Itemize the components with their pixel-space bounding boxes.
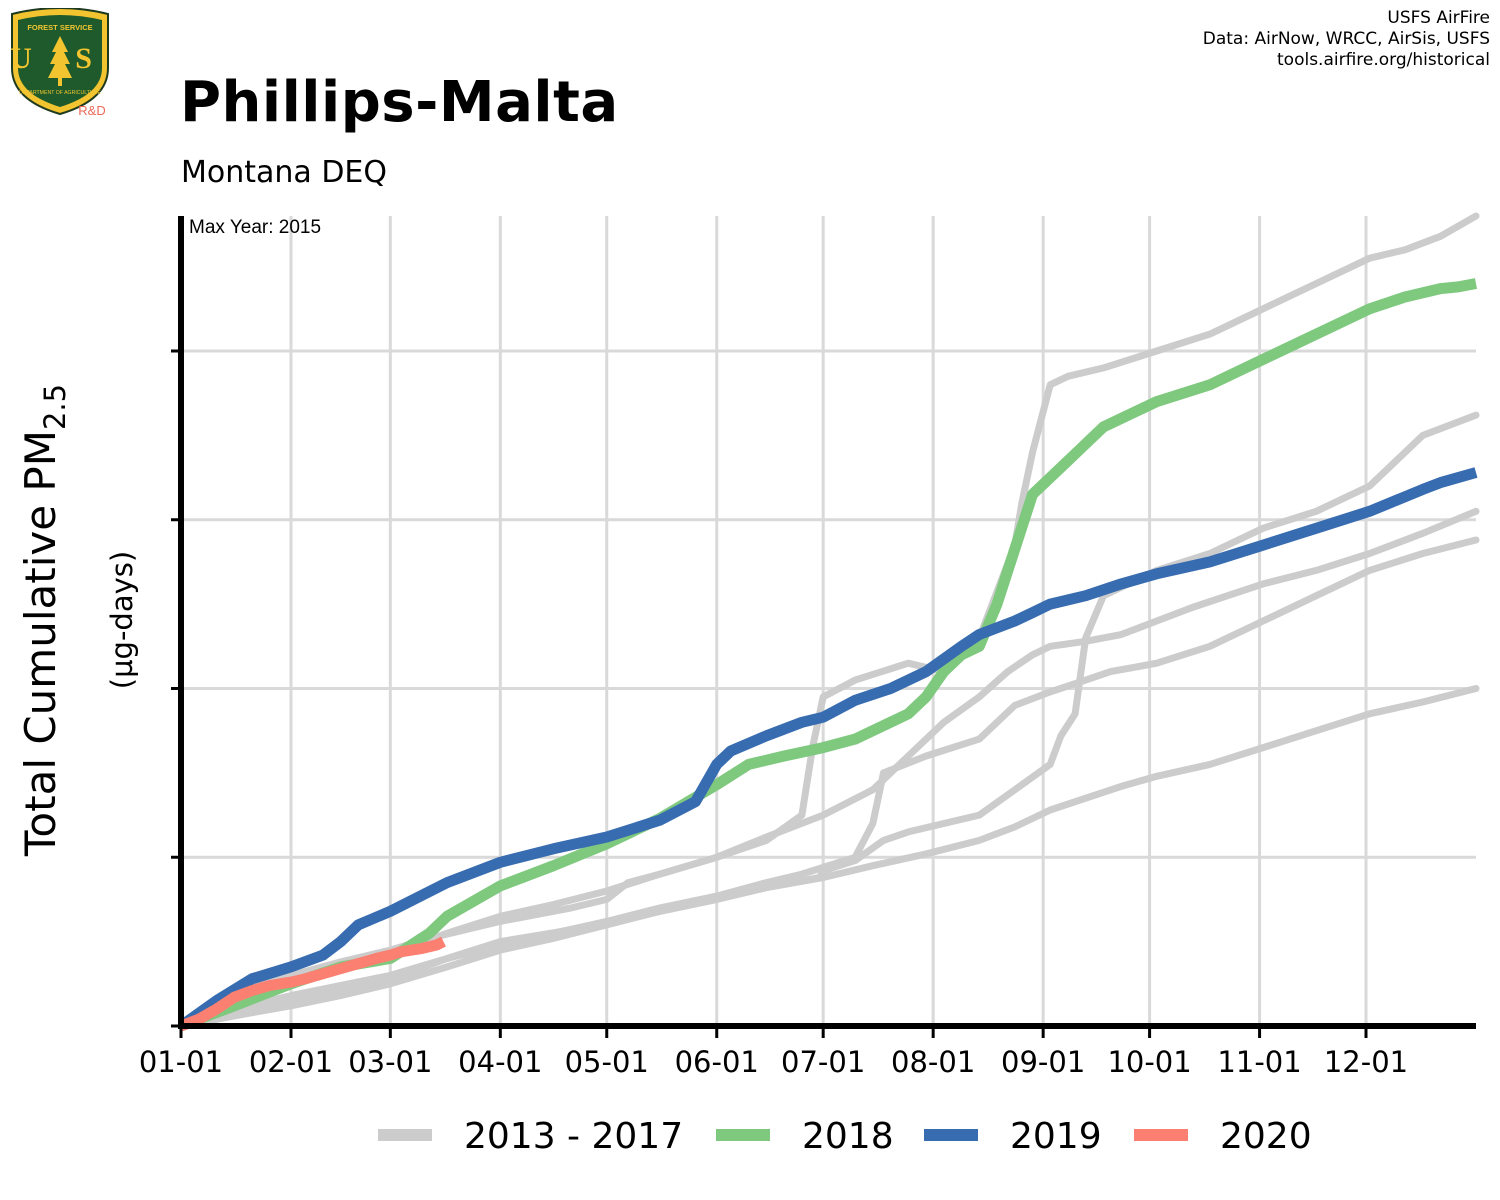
y-axis-units: (µg-days)	[105, 551, 139, 689]
logo-text-letters: U S	[10, 42, 110, 75]
axes	[171, 216, 1476, 1038]
logo-text-top: FOREST SERVICE	[27, 23, 92, 32]
x-tick-label: 06-01	[675, 1045, 759, 1079]
page-subtitle: Montana DEQ	[181, 155, 388, 190]
legend: 2013 - 2017 2018 2019 2020	[378, 1116, 1312, 1157]
legend-label-2020: 2020	[1220, 1116, 1312, 1157]
series-line-2019	[177, 467, 1478, 1031]
page-title: Phillips-Malta	[180, 70, 619, 135]
x-tick-labels: 01-01 02-01 03-01 04-01 05-01 06-01 07-01 08-01…	[139, 1045, 1408, 1079]
gridlines	[179, 216, 1476, 1026]
x-tick-label: 05-01	[565, 1045, 649, 1079]
y-axis-label-subscript: 2.5	[38, 384, 72, 430]
x-tick-label: 08-01	[891, 1045, 975, 1079]
x-tick-label: 10-01	[1107, 1045, 1191, 1079]
x-tick-label: 11-01	[1217, 1045, 1301, 1079]
credit-line-org: USFS AirFire	[1387, 8, 1490, 28]
series-group	[177, 278, 1478, 1032]
max-year-annotation: Max Year: 2015	[189, 217, 321, 238]
credits: USFS AirFire Data: AirNow, WRCC, AirSis,…	[1203, 8, 1490, 71]
usfs-shield-logo: FOREST SERVICE U S DEPARTMENT OF AGRICUL…	[10, 8, 110, 118]
legend-item-2020: 2020	[1134, 1116, 1312, 1157]
y-axis-label-main: Total Cumulative PM	[16, 430, 65, 857]
y-axis-label: Total Cumulative PM2.5	[16, 384, 72, 857]
logo-text-bottom: DEPARTMENT OF AGRICULTURE	[19, 90, 101, 96]
x-tick-label: 02-01	[249, 1045, 333, 1079]
legend-item-2019: 2019	[924, 1116, 1102, 1157]
x-tick-label: 04-01	[458, 1045, 542, 1079]
series-line-2020	[179, 936, 446, 1032]
history-line	[177, 685, 1480, 1030]
history-line	[177, 212, 1480, 1030]
pine-tree-icon	[48, 36, 72, 86]
x-tick-label: 09-01	[1001, 1045, 1085, 1079]
history-line	[177, 536, 1480, 1030]
history-series-group	[177, 212, 1480, 1030]
history-line	[177, 507, 1480, 1030]
credit-line-data: Data: AirNow, WRCC, AirSis, USFS	[1202, 29, 1490, 49]
x-tick-label: 12-01	[1324, 1045, 1408, 1079]
legend-label-history: 2013 - 2017	[464, 1116, 683, 1157]
x-tick-label: 07-01	[781, 1045, 865, 1079]
legend-item-history: 2013 - 2017	[378, 1116, 683, 1157]
credit-line-url: tools.airfire.org/historical	[1277, 50, 1490, 70]
series-line-2018	[179, 278, 1478, 1032]
legend-label-2018: 2018	[802, 1116, 894, 1157]
x-tick-label: 01-01	[139, 1045, 223, 1079]
logo-rd: R&D	[78, 103, 105, 118]
x-tick-label: 03-01	[348, 1045, 432, 1079]
legend-label-2019: 2019	[1010, 1116, 1102, 1157]
legend-item-2018: 2018	[716, 1116, 894, 1157]
